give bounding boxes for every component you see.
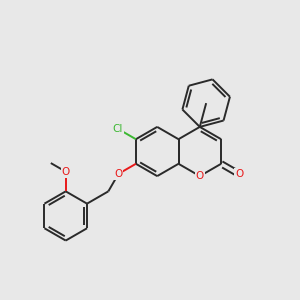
Text: O: O <box>235 169 243 179</box>
Text: O: O <box>114 169 122 179</box>
Text: Cl: Cl <box>112 124 123 134</box>
Text: O: O <box>61 167 70 177</box>
Text: O: O <box>196 171 204 181</box>
